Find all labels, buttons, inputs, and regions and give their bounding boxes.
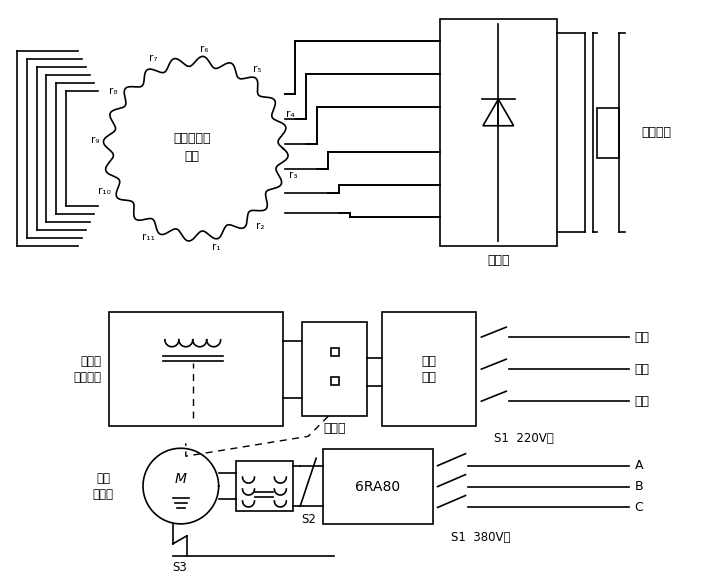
Text: 阻性负载: 阻性负载 — [642, 126, 671, 139]
Bar — [330, 377, 339, 385]
Text: r₂: r₂ — [256, 221, 265, 231]
Bar — [597, 108, 618, 158]
Text: r₉: r₉ — [91, 135, 100, 145]
Text: r₇: r₇ — [149, 53, 157, 62]
Text: 整流器: 整流器 — [487, 253, 510, 267]
Text: 火线: 火线 — [635, 331, 650, 343]
Bar — [323, 449, 433, 524]
Bar — [236, 461, 293, 511]
Text: S2: S2 — [301, 513, 316, 526]
Text: S1  220V～: S1 220V～ — [494, 432, 554, 445]
Text: 集电环: 集电环 — [323, 422, 346, 435]
Text: 励磁机电枢: 励磁机电枢 — [173, 132, 210, 145]
Bar — [440, 19, 557, 246]
Text: C: C — [635, 501, 643, 514]
Bar — [109, 312, 283, 426]
Text: r₅: r₅ — [253, 64, 262, 75]
Text: r₄: r₄ — [286, 109, 294, 119]
Text: 直流: 直流 — [421, 354, 436, 368]
Text: 6RA80: 6RA80 — [355, 479, 400, 493]
Text: B: B — [635, 480, 643, 493]
Text: S3: S3 — [172, 561, 187, 574]
Text: 励磁机: 励磁机 — [80, 354, 101, 368]
Text: 地线: 地线 — [635, 395, 650, 408]
Text: 励磁绕组: 励磁绕组 — [73, 371, 101, 384]
Text: 电动机: 电动机 — [92, 488, 114, 500]
Text: r₁: r₁ — [213, 242, 221, 252]
Text: 绕组: 绕组 — [184, 150, 199, 163]
Text: S1  380V～: S1 380V～ — [450, 531, 510, 544]
Text: 直流: 直流 — [96, 472, 110, 485]
Text: A: A — [635, 459, 643, 472]
Text: r₃: r₃ — [289, 170, 297, 180]
Text: r₁₀: r₁₀ — [98, 186, 111, 196]
Text: 电源: 电源 — [421, 371, 436, 384]
Text: M: M — [175, 472, 187, 486]
Text: r₆: r₆ — [201, 44, 209, 54]
Text: r₈: r₈ — [109, 86, 118, 96]
Bar — [382, 312, 477, 426]
Bar — [302, 322, 367, 416]
Text: 零线: 零线 — [635, 363, 650, 376]
Bar — [330, 348, 339, 356]
Text: r₁₁: r₁₁ — [142, 232, 155, 242]
